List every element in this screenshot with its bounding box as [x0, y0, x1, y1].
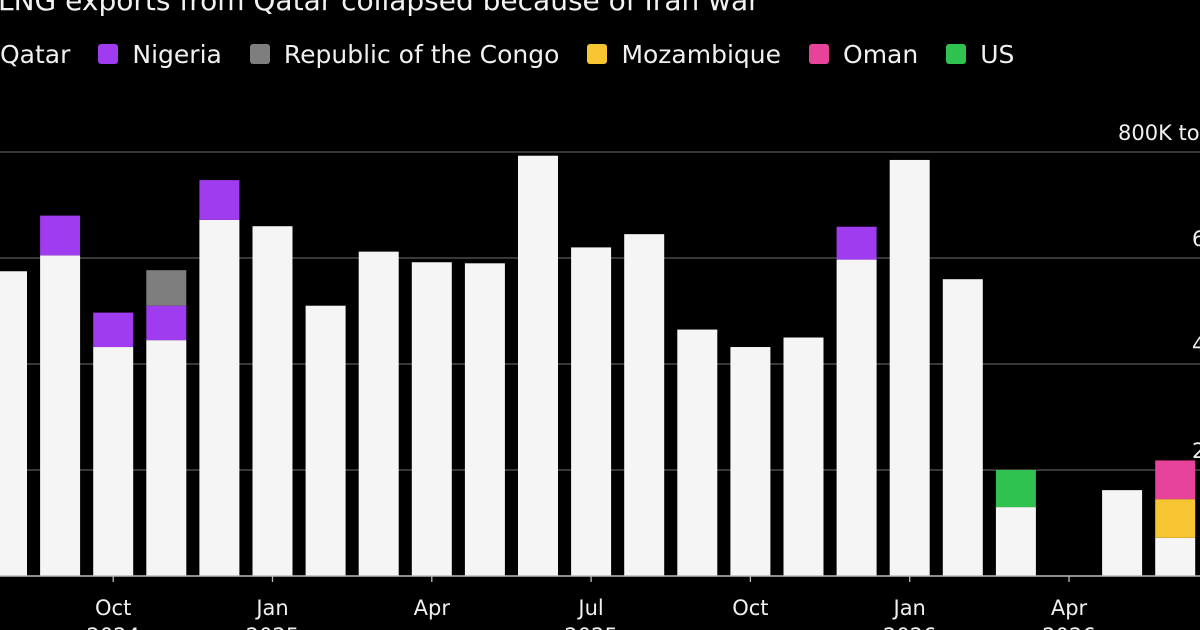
legend-swatch: [98, 44, 119, 64]
x-tick-year: 2025: [564, 624, 617, 630]
x-tick-label: Jul: [576, 596, 603, 620]
bar-segment: [1155, 537, 1196, 576]
y-tick-label: 800K tons: [1118, 121, 1200, 145]
bar-segment: [252, 226, 293, 576]
bar-segment: [836, 226, 877, 260]
legend-swatch: [809, 44, 830, 64]
bar-segment: [93, 347, 134, 576]
bar-segment: [40, 215, 81, 256]
bar-segment: [199, 219, 240, 576]
bar-segment: [942, 279, 983, 576]
legend-item: Mozambique: [587, 40, 781, 69]
legend-item: Oman: [809, 40, 918, 69]
x-tick-label: Jan: [254, 596, 288, 620]
x-tick-label: Apr: [414, 596, 451, 620]
chart-title: LNG exports from Qatar collapsed because…: [0, 0, 760, 17]
y-tick-label: 600K: [1192, 227, 1200, 251]
legend-swatch: [249, 44, 270, 64]
bar-segment: [146, 340, 187, 576]
legend-label: US: [980, 39, 1015, 69]
bar-segment: [40, 255, 81, 576]
x-tick-label: Jan: [892, 596, 926, 620]
x-tick-label: Oct: [732, 596, 768, 620]
legend-item: Qatar: [0, 40, 70, 69]
y-tick-label: 400K: [1192, 333, 1200, 357]
x-tick-label: Apr: [1051, 596, 1088, 620]
legend-label: Republic of the Congo: [283, 39, 560, 69]
legend-label: Qatar: [0, 39, 71, 69]
x-tick-year: 2026: [883, 624, 936, 630]
chart-legend: Qatar Nigeria Republic of the Congo Mozambi…: [0, 34, 1042, 74]
x-tick-year: 2025: [246, 624, 299, 630]
x-tick-label: Oct: [95, 596, 131, 620]
bar-segment: [571, 247, 612, 576]
bar-segment: [624, 234, 665, 576]
bar-segment: [1155, 499, 1196, 538]
bar-segment: [836, 259, 877, 576]
bar-segment: [995, 507, 1036, 576]
legend-item: Nigeria: [98, 39, 222, 69]
bar-segment: [518, 155, 558, 576]
bar-segment: [1102, 490, 1143, 576]
bar-segment: [146, 270, 187, 306]
bar-segment: [464, 263, 505, 576]
legend-item: US: [946, 40, 1014, 69]
bar-segment: [146, 305, 187, 341]
bar-segment: [0, 271, 27, 576]
legend-label: Oman: [843, 39, 919, 69]
bar-segment: [783, 337, 824, 576]
bar-segment: [93, 312, 134, 348]
bar-segment: [305, 305, 346, 576]
x-tick-year: 2024: [86, 624, 139, 630]
legend-item: Republic of the Congo: [249, 39, 560, 69]
bar-segment: [358, 251, 399, 576]
x-tick-year: 2026: [1042, 624, 1095, 630]
bar-segment: [889, 159, 930, 576]
legend-swatch: [946, 44, 967, 64]
bar-segment: [1155, 460, 1196, 500]
y-tick-label: 200K: [1192, 439, 1200, 463]
bar-segment: [199, 180, 240, 220]
bar-segment: [677, 329, 718, 576]
bar-segment: [730, 347, 771, 576]
legend-label: Mozambique: [621, 39, 782, 69]
bar-segment: [411, 262, 452, 576]
legend-label: Nigeria: [132, 39, 222, 69]
bar-segment: [995, 470, 1036, 508]
legend-swatch: [587, 44, 608, 64]
